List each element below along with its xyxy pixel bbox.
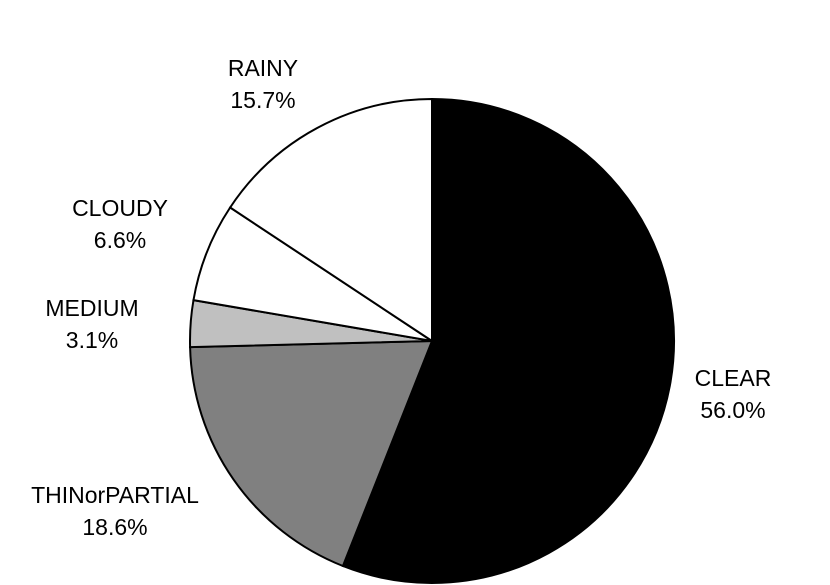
slice-value-label: 18.6% xyxy=(82,514,147,540)
slice-value-label: 56.0% xyxy=(700,397,765,423)
pie-slice xyxy=(341,97,675,584)
slice-value-label: 3.1% xyxy=(66,327,118,353)
slice-value-label: 6.6% xyxy=(94,227,146,253)
slice-value-label: 15.7% xyxy=(230,87,295,113)
slice-label: RAINY xyxy=(228,55,298,81)
slice-label: MEDIUM xyxy=(45,295,138,321)
slice-label: THINorPARTIAL xyxy=(31,482,199,508)
pie-slice xyxy=(189,339,434,568)
slice-label: CLEAR xyxy=(695,365,772,391)
pie-slice xyxy=(228,97,433,343)
slice-label: CLOUDY xyxy=(72,195,168,221)
